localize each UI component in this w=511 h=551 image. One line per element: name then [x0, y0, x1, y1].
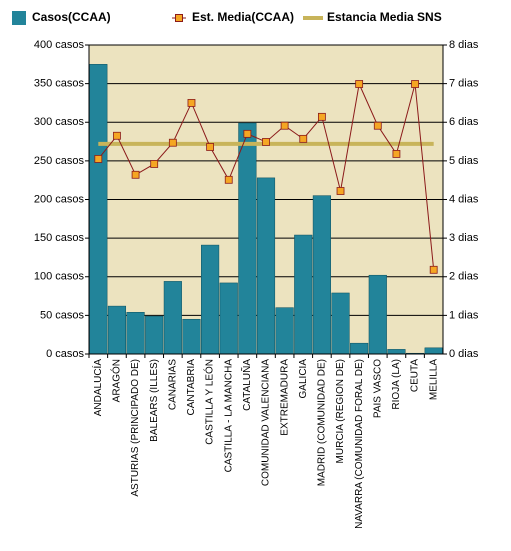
- y2-tick-label: 1 dias: [449, 309, 479, 321]
- y2-tick-label: 2 dias: [449, 271, 479, 283]
- y-tick-label: 200 casos: [34, 193, 85, 205]
- x-tick-label: MELILLA: [428, 359, 439, 400]
- bar: [294, 234, 313, 355]
- x-tick-label: RIOJA (LA): [391, 359, 402, 410]
- line-marker: [150, 160, 159, 168]
- line-marker: [131, 170, 140, 179]
- line-marker: [355, 80, 364, 88]
- line-marker: [187, 99, 196, 107]
- x-tick-label: NAVARRA (COMUNIDAD FORAL DE): [354, 359, 365, 529]
- x-tick-label: MURCIA (REGION DE): [335, 359, 346, 463]
- line-marker: [392, 150, 401, 158]
- y-tick-label: 150 casos: [34, 232, 85, 244]
- y2-tick-label: 7 dias: [449, 78, 479, 90]
- bar: [89, 64, 108, 355]
- y-tick-label: 350 casos: [34, 78, 85, 90]
- x-tick-label: CEUTA: [410, 359, 421, 392]
- line-marker: [243, 129, 252, 138]
- y2-tick-label: 8 dias: [449, 39, 479, 51]
- x-tick-label: ANDALUCÍA: [91, 359, 104, 417]
- y-tick-label: 0 casos: [46, 348, 84, 360]
- y-tick-label: 50 casos: [40, 309, 85, 321]
- line-marker: [373, 121, 382, 130]
- y2-tick-label: 4 dias: [449, 193, 479, 205]
- bar: [219, 282, 238, 355]
- x-tick-label: CASTILLA - LA MANCHA: [223, 359, 234, 473]
- legend-swatch: [12, 11, 26, 25]
- bar: [182, 318, 201, 355]
- line-marker: [429, 265, 438, 274]
- bar: [424, 347, 443, 355]
- y2-tick-label: 0 dias: [449, 348, 479, 360]
- y-tick-label: 300 casos: [34, 116, 85, 128]
- bar: [107, 305, 127, 355]
- bar: [256, 177, 276, 355]
- line-marker: [280, 121, 289, 130]
- line-marker: [411, 80, 419, 88]
- bar: [312, 195, 331, 355]
- x-tick-label: CASTILLA Y LEÓN: [203, 359, 216, 445]
- y-tick-label: 400 casos: [34, 39, 85, 51]
- x-tick-label: CANTABRIA: [186, 359, 197, 416]
- line-marker: [262, 138, 270, 146]
- legend-swatch: [175, 14, 183, 22]
- y2-tick-label: 3 dias: [449, 232, 479, 244]
- legend-label: Estancia Media SNS: [327, 10, 442, 24]
- bar: [275, 307, 294, 355]
- line-marker: [224, 175, 233, 184]
- legend-label: Est. Media(CCAA): [192, 10, 294, 24]
- x-tick-label: COMUNIDAD VALENCIANA: [261, 359, 272, 486]
- line-marker: [206, 143, 215, 151]
- line-marker: [336, 187, 345, 195]
- bar: [201, 244, 220, 355]
- bar: [163, 281, 182, 355]
- x-tick-label: ARAGÓN: [110, 359, 123, 402]
- line-marker: [168, 138, 177, 147]
- line-marker: [299, 134, 308, 143]
- bar: [126, 312, 145, 355]
- x-tick-label: CANARIAS: [167, 359, 178, 410]
- line-marker: [317, 112, 326, 121]
- bar: [331, 292, 350, 355]
- x-tick-label: GALICIA: [298, 359, 309, 399]
- x-tick-label: MADRID (COMUNIDAD DE): [317, 359, 328, 486]
- x-tick-label: PAIS VASCO: [372, 359, 383, 418]
- y-tick-label: 100 casos: [34, 271, 85, 283]
- bar: [238, 122, 257, 355]
- bar: [350, 342, 369, 355]
- x-tick-label: ASTURIAS (PRINCIPADO DE): [130, 359, 141, 497]
- x-tick-label: BALEARS (ILLES): [149, 359, 160, 442]
- x-tick-label: EXTREMADURA: [279, 359, 290, 436]
- x-tick-label: CATALUÑA: [240, 359, 253, 411]
- y2-tick-label: 6 dias: [449, 116, 479, 128]
- bar: [145, 315, 164, 355]
- legend-label: Casos(CCAA): [32, 10, 111, 24]
- bar: [368, 274, 387, 355]
- bar: [387, 349, 406, 355]
- y2-tick-label: 5 dias: [449, 155, 479, 167]
- line-marker: [113, 131, 121, 140]
- y-tick-label: 250 casos: [34, 155, 85, 167]
- line-marker: [94, 155, 103, 163]
